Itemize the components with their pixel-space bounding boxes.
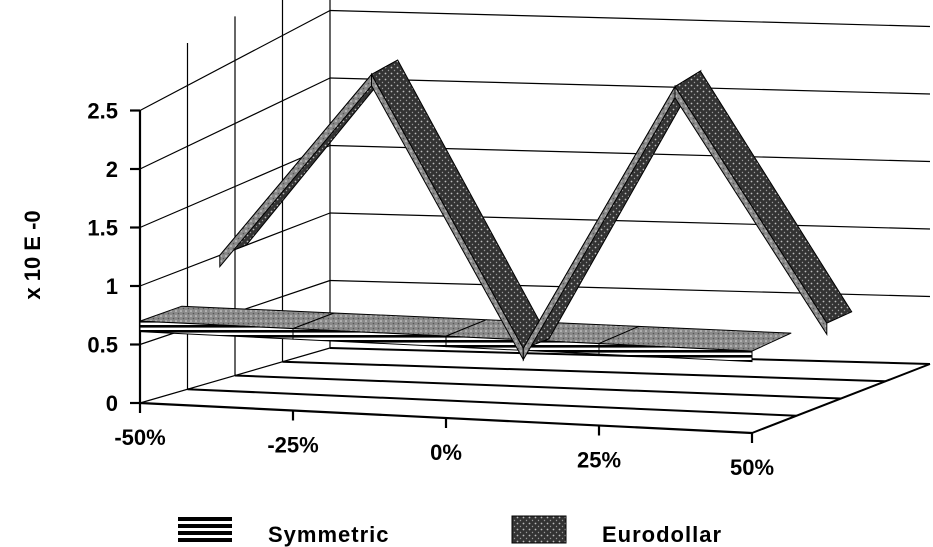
legend-item-symmetric: Symmetric (178, 517, 390, 547)
floor-line (282, 360, 886, 383)
x-tick-label: 0% (430, 440, 462, 465)
series-eurodollar (218, 59, 853, 362)
ribbon-front-segment (522, 84, 676, 362)
floor-right-edge (751, 363, 931, 434)
floor-line (234, 374, 842, 400)
labels: 0 0.5 1 1.5 2 2.5 -50% -25% 0% 25% 50% x 10 E -0 (20, 99, 774, 481)
legend-swatch-eurodollar (511, 515, 567, 544)
legend-label-symmetric: Symmetric (268, 522, 390, 547)
x-tick-label: 25% (577, 448, 621, 473)
y-tick-label: 1.5 (87, 216, 118, 241)
floor-line (187, 388, 797, 417)
legend-item-eurodollar: Eurodollar (511, 515, 722, 547)
back-gridline (329, 9, 931, 28)
legend-swatch-symmetric (178, 517, 232, 542)
back-gridline (329, 77, 931, 95)
x-tick-label: -50% (114, 425, 165, 450)
legend: Symmetric Eurodollar (178, 515, 722, 547)
y-tick-label: 1 (106, 274, 118, 299)
y-tick-label: 2 (106, 157, 118, 182)
y-tick-label: 0 (106, 391, 118, 416)
ribbon-front-segment (598, 343, 753, 363)
y-tick-label: 2.5 (87, 99, 118, 124)
ribbon-top-segment (674, 70, 853, 324)
ribbon-top-segment (370, 59, 550, 350)
back-gridline (329, 212, 931, 230)
legend-label-eurodollar: Eurodollar (602, 522, 722, 547)
series-symmetric (139, 305, 792, 363)
series (139, 59, 853, 363)
x-tick-label: 50% (730, 455, 774, 480)
grid (139, 0, 931, 434)
ribbon-front-segment (219, 73, 372, 268)
y-tick-label: 0.5 (87, 333, 118, 358)
axes (130, 109, 754, 443)
y-axis-title: x 10 E -0 (20, 210, 45, 299)
ribbon-front-segment (674, 84, 828, 337)
x-tick-label: -25% (267, 433, 318, 458)
